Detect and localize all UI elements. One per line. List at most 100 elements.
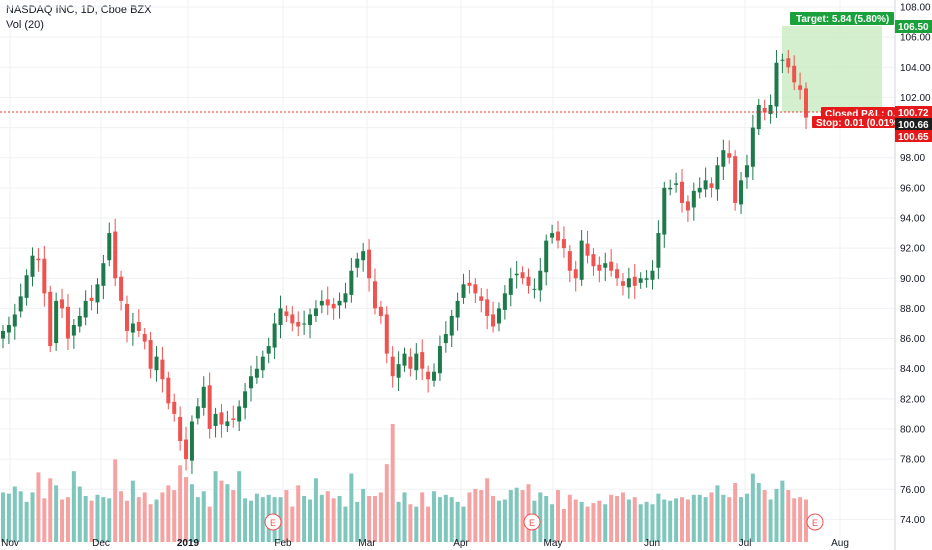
price-tick-label: 96.00 [900, 183, 925, 194]
candle-body [556, 231, 561, 241]
volume-bar [319, 494, 324, 542]
volume-bar [18, 491, 23, 542]
candle-body [426, 371, 431, 380]
candle-body [443, 334, 448, 344]
candle-body [372, 281, 377, 309]
candle-body [272, 323, 277, 348]
volume-bar [632, 497, 637, 542]
candle-body [331, 303, 336, 309]
earnings-marker[interactable] [523, 513, 541, 531]
volume-bar [30, 492, 35, 542]
volume-bar [668, 500, 673, 542]
price-tick-label: 88.00 [900, 304, 925, 315]
volume-bar [54, 485, 59, 542]
time-axis[interactable]: Nov Dec 2019 Feb Mar Apr May Jun Jul Aug [1, 538, 849, 549]
volume-bar [284, 490, 289, 542]
volume-bar [248, 500, 253, 542]
volume-bar [6, 493, 11, 542]
volume-bar [1, 492, 5, 542]
volume-bar [396, 501, 401, 542]
price-tag-last: 100.66 [895, 118, 932, 131]
time-tick-label: Nov [1, 538, 19, 549]
volume-bar [384, 464, 389, 542]
volume-bar [172, 490, 177, 542]
candle-body [178, 416, 183, 442]
volume-bar [219, 480, 224, 542]
candle-body [467, 282, 472, 286]
candle-body [798, 85, 803, 90]
volume-bar [455, 501, 460, 542]
candle-body [231, 418, 236, 420]
volume-bar [89, 500, 94, 542]
candle-body [154, 356, 159, 371]
candle-body [107, 233, 112, 261]
earnings-marker-label: E [529, 518, 535, 528]
volume-bar [426, 506, 431, 542]
candle-body [18, 296, 23, 312]
volume-bar [544, 495, 549, 542]
candle-body [792, 65, 797, 83]
time-tick-label: Jul [739, 538, 752, 549]
volume-bar [148, 504, 153, 542]
volume-bar [514, 487, 519, 542]
candle-body [496, 308, 501, 324]
svg-text:106.50: 106.50 [898, 22, 929, 33]
volume-bar [733, 483, 738, 542]
candle-body [514, 273, 519, 276]
volume-bar [768, 499, 773, 542]
candle-body [302, 323, 307, 325]
candle-body [502, 293, 507, 310]
candle-body [313, 308, 318, 316]
candle-body [656, 233, 661, 268]
volume-bar [290, 506, 295, 542]
time-tick-label: Mar [358, 538, 376, 549]
candle-body [160, 359, 165, 380]
candle-body [668, 187, 673, 190]
candle-body [54, 300, 59, 344]
volume-bar [502, 499, 507, 542]
volume-bar [467, 492, 472, 542]
volume-bar [432, 491, 437, 542]
volume-bar [479, 490, 484, 542]
candle-body [130, 323, 135, 333]
volume-bar [302, 495, 307, 542]
volume-bar [691, 494, 696, 542]
earnings-marker[interactable] [806, 513, 824, 531]
volume-bar [573, 499, 578, 542]
volume-bar [615, 495, 620, 542]
volume-bar [798, 497, 803, 542]
candle-body [65, 306, 70, 339]
price-tick-label: 74.00 [900, 515, 925, 526]
candle-body [680, 181, 685, 203]
price-tick-label: 82.00 [900, 394, 925, 405]
candle-body [266, 346, 271, 354]
volume-indicator-label: Vol (20) [6, 19, 44, 31]
volume-bar [178, 465, 183, 542]
candle-body [260, 356, 265, 371]
volume-bar [136, 497, 141, 542]
volume-bar [119, 491, 124, 542]
volume-bar [443, 494, 448, 542]
price-axis[interactable]: 108.00106.00104.00102.00100.0098.0096.00… [900, 3, 931, 526]
price-tick-label: 98.00 [900, 153, 925, 164]
stop-label: Stop: 0.01 (0.01%) [816, 118, 902, 129]
volume-bar [697, 494, 702, 542]
candle-body [378, 306, 383, 316]
volume-bar [343, 506, 348, 542]
candle-body [573, 269, 578, 279]
candle-body [768, 104, 773, 115]
volume-bar [142, 492, 147, 542]
volume-bar [237, 471, 242, 542]
candles [1, 49, 808, 474]
earnings-marker-label: E [270, 518, 276, 528]
price-tick-label: 76.00 [900, 485, 925, 496]
volume-bar [71, 471, 76, 542]
candle-body [119, 276, 124, 301]
candle-body [12, 314, 17, 327]
candle-body [30, 255, 35, 277]
candle-body [491, 314, 496, 327]
earnings-marker[interactable] [264, 513, 282, 531]
volume-bar [296, 485, 301, 542]
volume-bar [113, 459, 118, 542]
